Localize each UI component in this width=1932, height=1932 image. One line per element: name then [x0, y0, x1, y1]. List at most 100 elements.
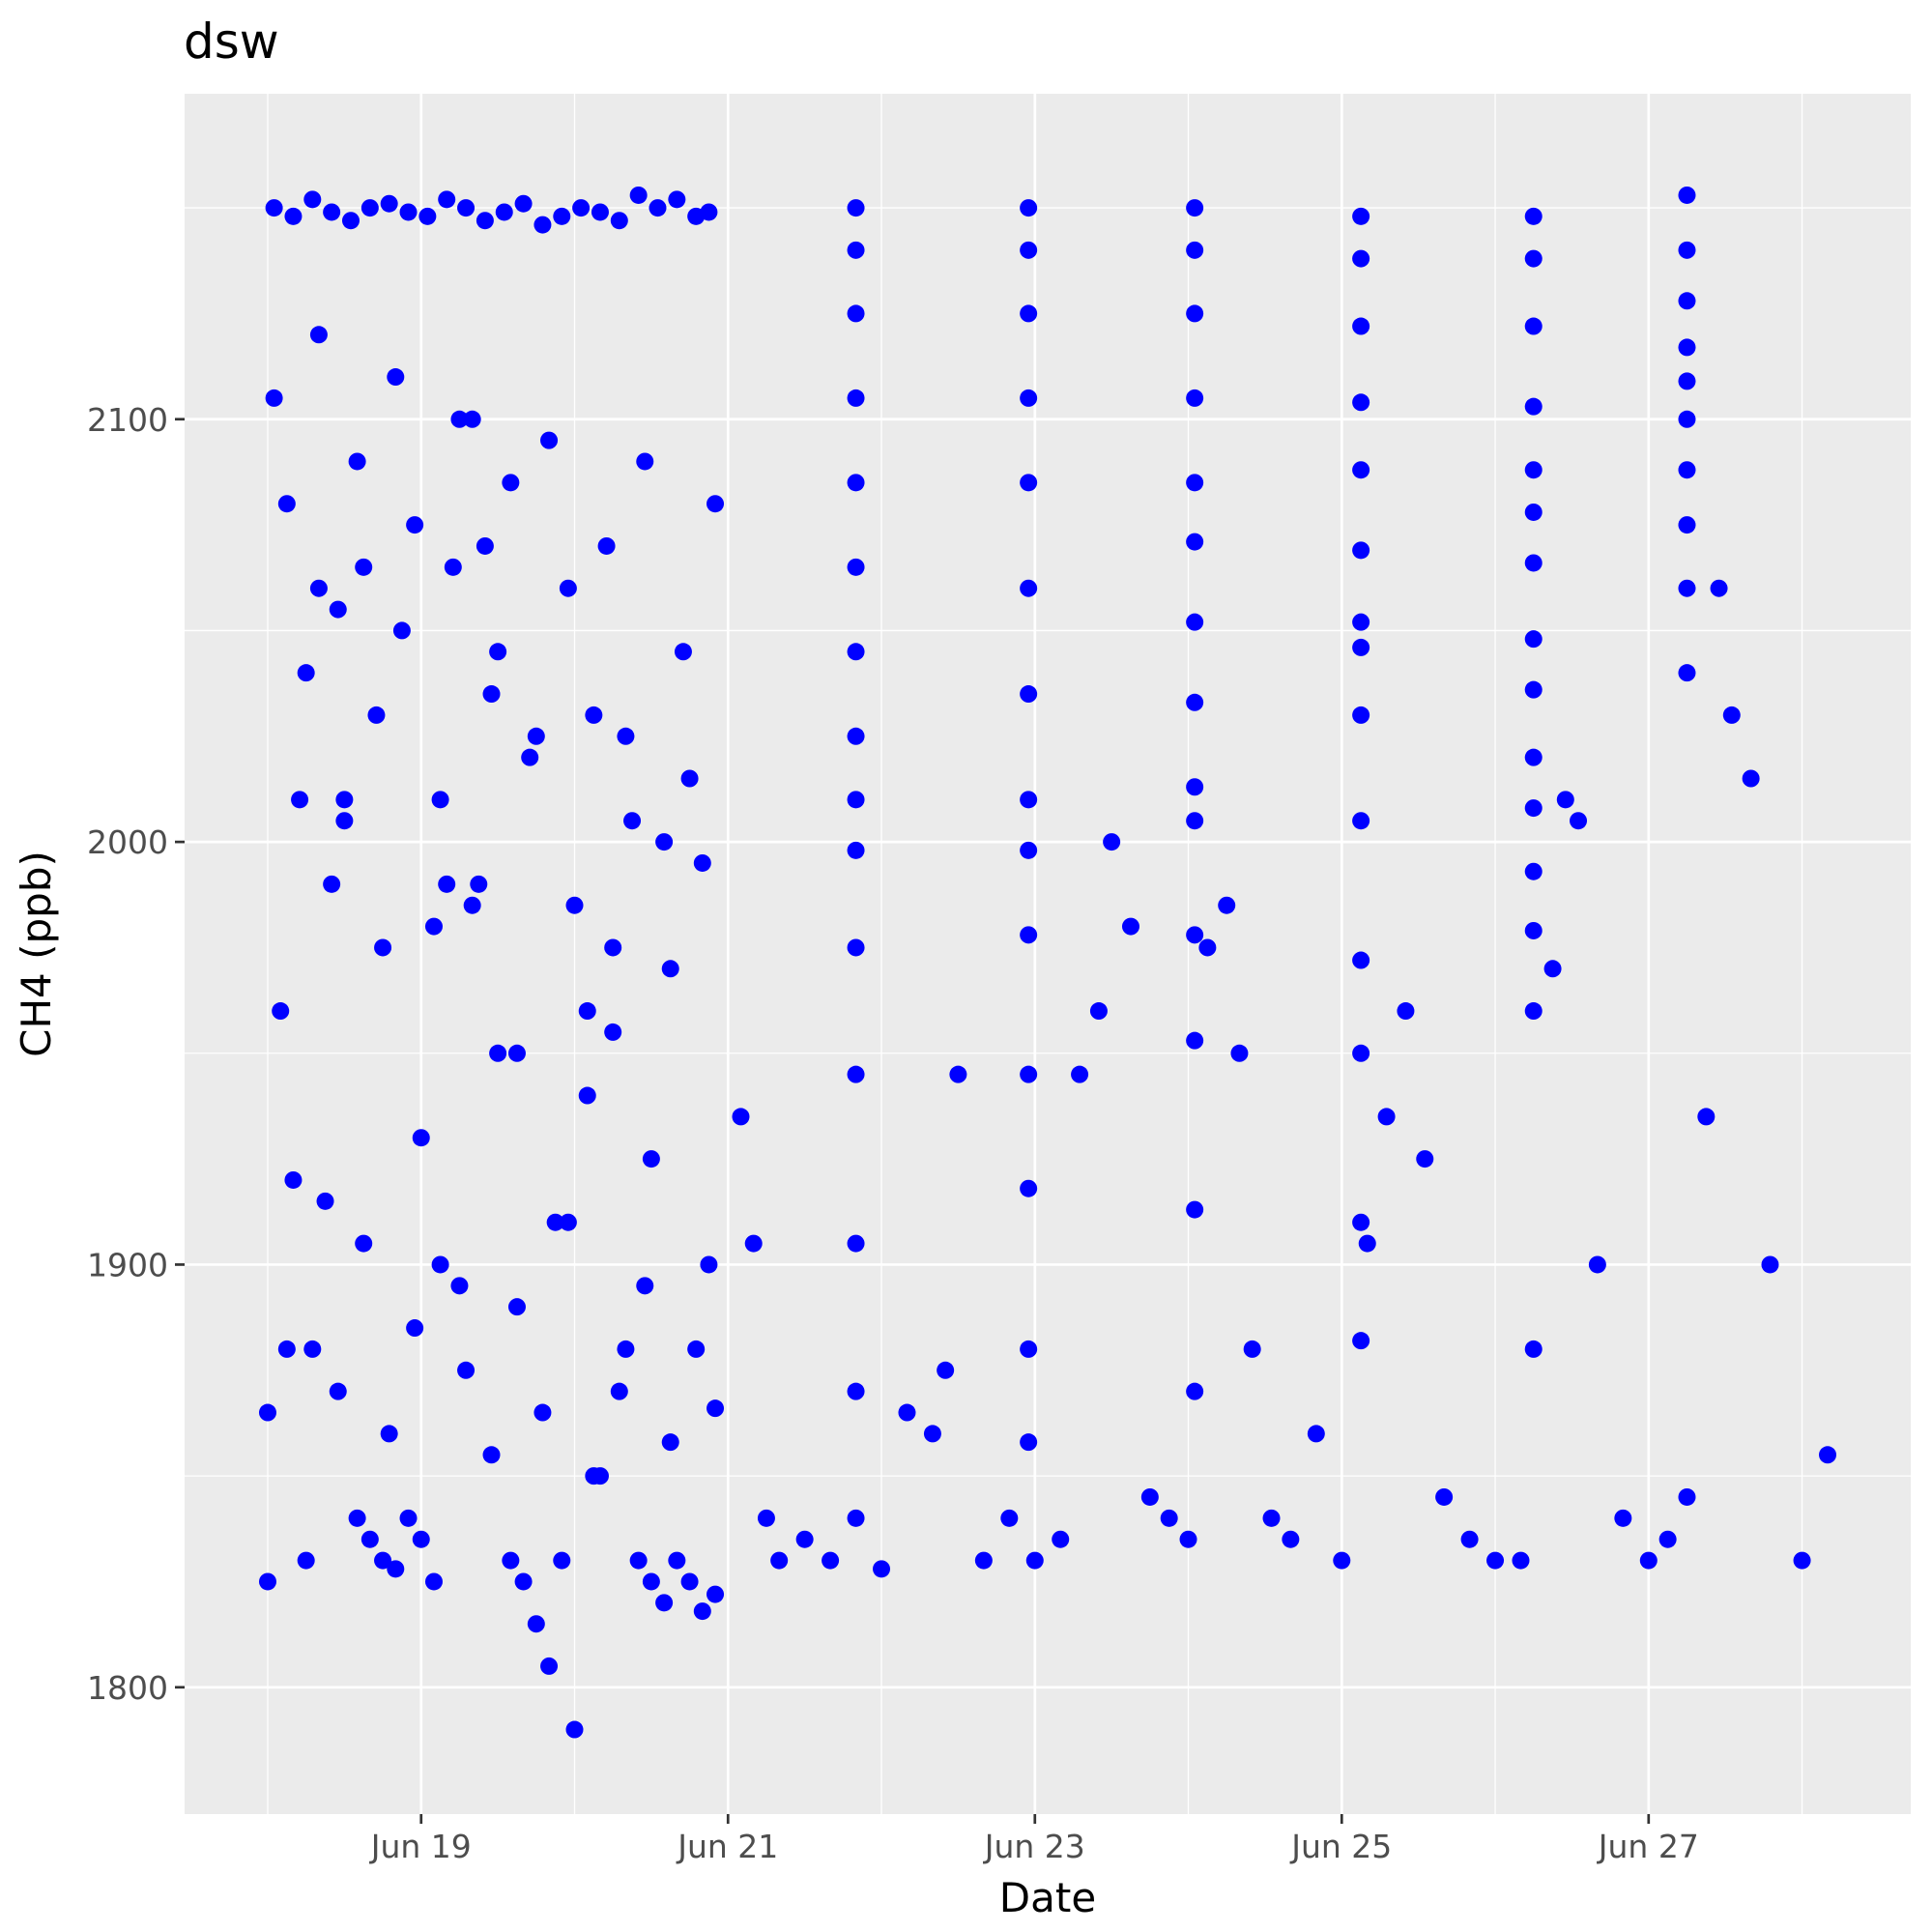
data-point	[1186, 1031, 1204, 1050]
data-point	[706, 1585, 725, 1603]
data-point	[693, 853, 711, 872]
data-point	[463, 896, 481, 914]
x-tick-label: Jun 27	[1597, 1828, 1699, 1865]
data-point	[335, 812, 354, 830]
x-tick-label: Jun 21	[676, 1828, 778, 1865]
data-point	[873, 1560, 891, 1578]
data-point	[533, 1403, 552, 1422]
data-point	[1524, 748, 1543, 766]
data-point	[636, 1277, 654, 1295]
x-tick-label: Jun 23	[983, 1828, 1085, 1865]
y-tick-label: 1800	[87, 1669, 168, 1707]
data-point	[431, 1255, 449, 1274]
data-point	[578, 1002, 596, 1021]
data-point	[822, 1551, 840, 1570]
x-tick-labels: Jun 19 Jun 21 Jun 23 Jun 25 Jun 27	[369, 1828, 1699, 1865]
data-point	[565, 896, 584, 914]
data-point	[1140, 1487, 1159, 1506]
data-point	[406, 1319, 424, 1338]
data-point	[380, 1425, 398, 1443]
data-point	[323, 203, 341, 221]
data-point	[1020, 1179, 1038, 1197]
data-points	[258, 186, 1837, 1739]
data-point	[1678, 1487, 1696, 1506]
data-point	[559, 1213, 577, 1231]
data-point	[482, 1446, 501, 1464]
data-point	[258, 1572, 276, 1591]
data-point	[1160, 1509, 1178, 1527]
data-point	[1722, 706, 1741, 724]
x-tick-label: Jun 25	[1289, 1828, 1392, 1865]
data-point	[847, 241, 865, 259]
data-point	[355, 558, 373, 576]
data-point	[1710, 579, 1728, 597]
data-point	[1352, 461, 1370, 479]
data-point	[732, 1108, 750, 1126]
y-tick-labels: 1800 1900 2000 2100	[87, 401, 168, 1707]
data-point	[668, 190, 686, 209]
data-point	[323, 875, 341, 893]
data-point	[418, 207, 437, 225]
data-point	[360, 1530, 379, 1548]
data-point	[476, 536, 494, 555]
data-point	[1658, 1530, 1677, 1548]
data-point	[1352, 951, 1370, 969]
data-point	[438, 190, 456, 209]
data-point	[629, 186, 648, 204]
data-point	[502, 474, 520, 492]
data-point	[1243, 1340, 1261, 1358]
data-point	[604, 938, 622, 957]
data-point	[636, 452, 654, 471]
data-point	[1678, 372, 1696, 390]
y-tick-label: 2000	[87, 823, 168, 861]
data-point	[847, 1234, 865, 1253]
data-point	[974, 1551, 993, 1570]
data-point	[1524, 862, 1543, 880]
data-point	[1352, 706, 1370, 724]
data-point	[847, 643, 865, 661]
data-point	[495, 203, 513, 221]
data-point	[1052, 1530, 1070, 1548]
data-point	[309, 579, 328, 597]
data-point	[1020, 241, 1038, 259]
data-point	[457, 1361, 476, 1379]
data-point	[348, 1509, 366, 1527]
data-point	[1352, 1332, 1370, 1350]
data-point	[1678, 186, 1696, 204]
data-point	[661, 960, 679, 978]
data-point	[284, 1170, 303, 1189]
data-point	[1524, 921, 1543, 939]
data-point	[1352, 207, 1370, 225]
data-point	[1377, 1108, 1396, 1126]
data-point	[1435, 1487, 1454, 1506]
data-point	[265, 199, 283, 217]
data-point	[1186, 304, 1204, 323]
data-point	[1000, 1509, 1019, 1527]
data-point	[1793, 1551, 1811, 1570]
data-point	[1218, 896, 1236, 914]
data-point	[1186, 1200, 1204, 1219]
data-point	[482, 685, 501, 704]
data-point	[642, 1150, 660, 1168]
data-point	[706, 1399, 725, 1418]
data-point	[1678, 461, 1696, 479]
chart-title: dsw	[184, 14, 279, 70]
data-point	[1121, 917, 1139, 936]
y-tick-label: 2100	[87, 401, 168, 439]
data-point	[1186, 926, 1204, 944]
data-point	[1524, 207, 1543, 225]
data-point	[1020, 579, 1038, 597]
data-point	[757, 1509, 775, 1527]
data-point	[1186, 613, 1204, 631]
data-point	[1020, 199, 1038, 217]
data-point	[937, 1361, 955, 1379]
data-point	[507, 1298, 526, 1316]
data-point	[521, 748, 539, 766]
data-point	[514, 1572, 533, 1591]
data-point	[387, 1560, 405, 1578]
data-point	[591, 203, 609, 221]
data-point	[399, 1509, 418, 1527]
data-point	[1397, 1002, 1415, 1021]
data-point	[489, 1044, 507, 1062]
